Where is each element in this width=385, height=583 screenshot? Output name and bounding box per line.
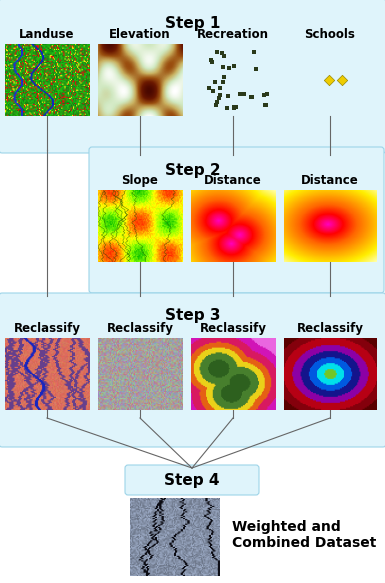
Point	[251, 47, 258, 56]
Point	[263, 100, 269, 110]
Point	[326, 75, 332, 85]
Point	[221, 72, 227, 81]
FancyBboxPatch shape	[0, 0, 385, 153]
Text: Schools: Schools	[305, 28, 355, 41]
Point	[231, 61, 237, 71]
Text: Reclassify: Reclassify	[13, 322, 80, 335]
Text: Step 2: Step 2	[165, 163, 220, 178]
Point	[251, 48, 257, 57]
Point	[221, 51, 227, 61]
Text: Recreation: Recreation	[197, 28, 269, 41]
Text: Landuse: Landuse	[19, 28, 75, 41]
Point	[214, 97, 220, 107]
Text: Reclassify: Reclassify	[199, 322, 266, 335]
Point	[220, 78, 226, 87]
Point	[225, 92, 231, 101]
Point	[208, 55, 214, 64]
Point	[264, 89, 270, 99]
Point	[338, 75, 345, 85]
Point	[231, 62, 237, 71]
Point	[206, 83, 212, 93]
Point	[248, 93, 254, 102]
Point	[212, 78, 218, 87]
Point	[217, 90, 223, 100]
Point	[249, 92, 255, 101]
FancyBboxPatch shape	[125, 465, 259, 495]
Point	[263, 101, 269, 110]
FancyBboxPatch shape	[89, 147, 384, 293]
Point	[209, 58, 215, 67]
Point	[226, 64, 233, 73]
Text: Reclassify: Reclassify	[296, 322, 363, 335]
Text: Reclassify: Reclassify	[107, 322, 174, 335]
Text: Step 4: Step 4	[164, 472, 220, 487]
Point	[216, 93, 222, 103]
Point	[224, 103, 230, 113]
Text: Slope: Slope	[122, 174, 159, 187]
Text: Elevation: Elevation	[109, 28, 171, 41]
Text: Distance: Distance	[204, 174, 262, 187]
Point	[233, 103, 239, 112]
Point	[237, 89, 243, 99]
Point	[220, 62, 226, 72]
Text: Weighted and
Combined Dataset: Weighted and Combined Dataset	[232, 520, 377, 550]
Point	[217, 83, 223, 93]
Point	[231, 104, 237, 113]
Point	[213, 100, 219, 109]
Point	[241, 90, 247, 99]
Text: Distance: Distance	[301, 174, 359, 187]
Point	[214, 48, 221, 57]
Text: Step 1: Step 1	[165, 16, 220, 31]
Text: Step 3: Step 3	[165, 308, 220, 323]
Point	[231, 103, 237, 112]
Point	[219, 48, 225, 57]
Point	[253, 65, 259, 74]
FancyBboxPatch shape	[0, 293, 385, 447]
Point	[261, 90, 267, 100]
Point	[209, 86, 216, 95]
